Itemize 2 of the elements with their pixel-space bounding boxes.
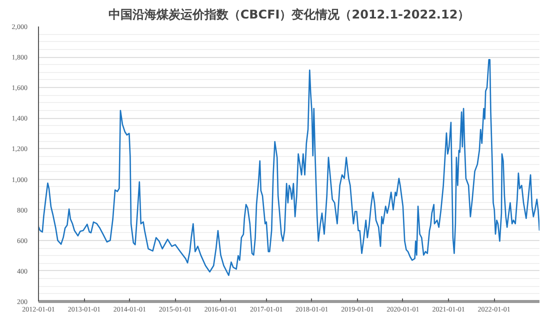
chart-title: 中国沿海煤炭运价指数（CBCFI）变化情况（2012.1-2022.12） [108,8,470,22]
line-series [38,59,540,276]
